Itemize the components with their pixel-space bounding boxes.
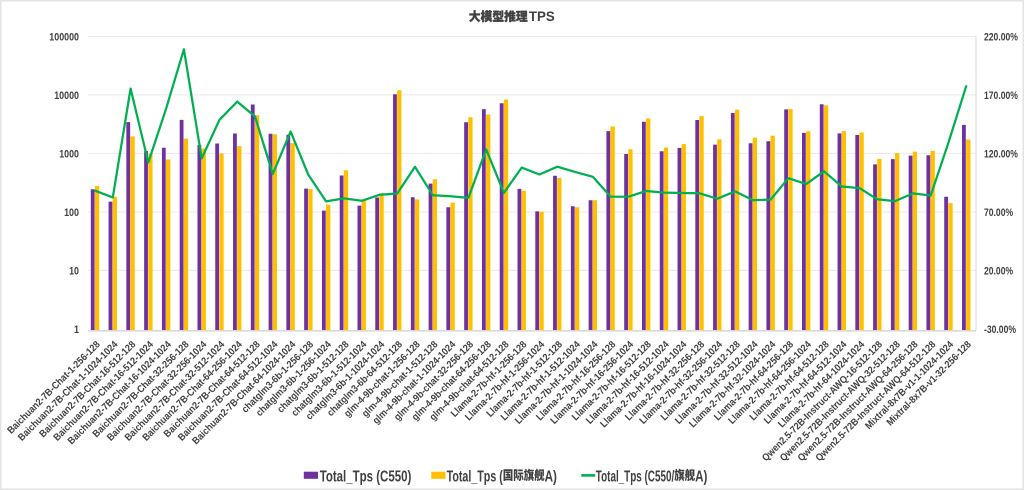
svg-text:100: 100 <box>64 207 79 219</box>
svg-text:10: 10 <box>69 265 79 277</box>
svg-text:10000: 10000 <box>54 90 79 102</box>
svg-text:1: 1 <box>74 324 79 336</box>
svg-text:Total_Tps (: Total_Tps ( <box>447 468 504 485</box>
svg-text:-30.00%: -30.00% <box>984 324 1016 336</box>
svg-text:1000: 1000 <box>59 148 79 160</box>
svg-text:70.00%: 70.00% <box>984 207 1013 219</box>
svg-text:220.00%: 220.00% <box>984 31 1018 43</box>
svg-text:A): A) <box>545 468 557 485</box>
svg-text:20.00%: 20.00% <box>984 265 1013 277</box>
svg-text:120.00%: 120.00% <box>984 148 1018 160</box>
svg-text:100000: 100000 <box>49 31 79 43</box>
svg-text:A): A) <box>695 468 707 485</box>
svg-text:170.00%: 170.00% <box>984 90 1018 102</box>
svg-text:Total_Tps (C550): Total_Tps (C550) <box>320 468 412 485</box>
svg-text:TPS: TPS <box>529 9 555 24</box>
svg-text:Total_Tps (C550/: Total_Tps (C550/ <box>596 468 675 485</box>
